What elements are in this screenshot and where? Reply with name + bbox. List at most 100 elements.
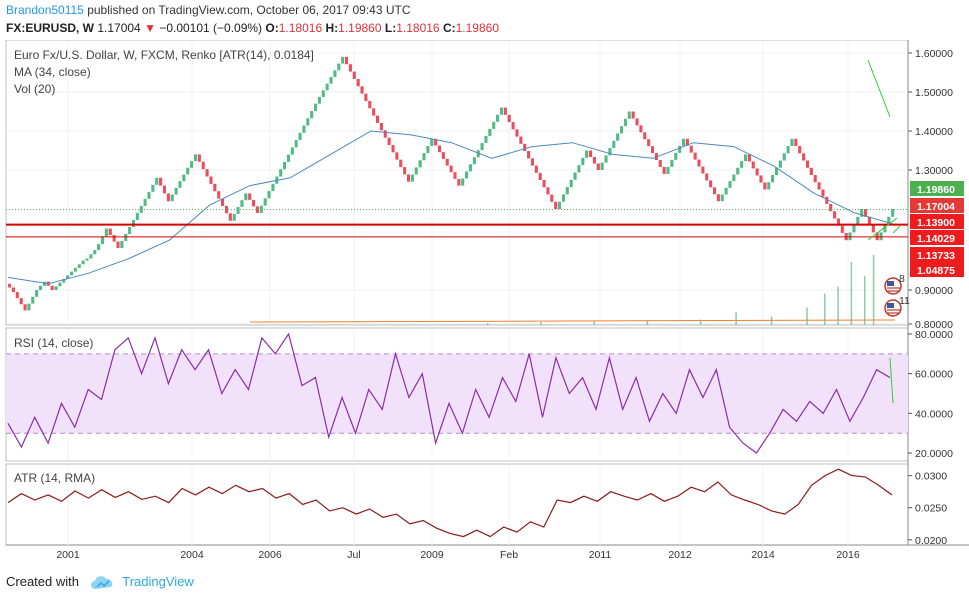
low-label: L: bbox=[384, 21, 397, 35]
renko-brick bbox=[232, 213, 236, 221]
renko-brick bbox=[658, 160, 662, 167]
renko-brick bbox=[569, 179, 573, 188]
renko-brick bbox=[248, 193, 252, 200]
close-value: 1.19860 bbox=[455, 21, 500, 35]
renko-brick bbox=[817, 182, 821, 190]
renko-brick bbox=[767, 182, 771, 190]
renko-brick bbox=[38, 285, 43, 290]
renko-brick bbox=[62, 278, 66, 283]
renko-brick bbox=[279, 169, 283, 177]
renko-brick bbox=[213, 183, 217, 192]
flag-us-icon[interactable]: 8 bbox=[884, 273, 905, 295]
renko-brick bbox=[337, 63, 341, 71]
y-tick-label: 1.60000 bbox=[915, 48, 953, 60]
renko-brick bbox=[693, 152, 697, 160]
renko-brick bbox=[759, 175, 763, 183]
renko-brick bbox=[503, 107, 507, 115]
symbol-name[interactable]: FX:EURUSD, W bbox=[6, 21, 94, 35]
renko-brick bbox=[550, 194, 554, 202]
renko-brick bbox=[178, 181, 182, 188]
volume-bar bbox=[593, 321, 595, 325]
renko-brick bbox=[813, 175, 817, 183]
price-badge-label: 1.19860 bbox=[917, 184, 955, 196]
renko-brick bbox=[66, 275, 70, 279]
renko-brick bbox=[356, 78, 360, 87]
low-value: 1.18016 bbox=[396, 21, 440, 35]
renko-brick bbox=[809, 167, 813, 176]
renko-brick bbox=[530, 158, 535, 166]
trend-line bbox=[892, 225, 901, 234]
renko-brick bbox=[689, 145, 693, 153]
renko-brick bbox=[368, 100, 372, 109]
renko-brick bbox=[162, 185, 167, 194]
author-link[interactable]: Brandon50115 bbox=[6, 3, 84, 17]
rsi-line bbox=[7, 332, 891, 454]
chart-area[interactable]: Euro Fx/U.S. Dollar, W, FXCM, Renko [ATR… bbox=[0, 40, 969, 570]
volume-bar bbox=[824, 293, 826, 325]
renko-brick bbox=[879, 232, 883, 241]
renko-brick bbox=[712, 187, 717, 195]
renko-brick bbox=[379, 122, 383, 131]
green-trend-lines[interactable] bbox=[867, 59, 901, 404]
x-tick-label: Feb bbox=[500, 549, 518, 561]
renko-brick bbox=[135, 212, 139, 220]
renko-brick bbox=[449, 165, 453, 173]
renko-brick bbox=[410, 174, 414, 182]
event-count: 8 bbox=[899, 273, 905, 285]
renko-brick bbox=[112, 235, 116, 242]
renko-brick bbox=[465, 171, 469, 179]
renko-brick bbox=[58, 282, 62, 287]
atr-tick-label: 0.0250 bbox=[915, 503, 947, 515]
renko-brick bbox=[631, 111, 635, 119]
renko-brick bbox=[89, 254, 93, 259]
x-tick-label: 2001 bbox=[56, 549, 80, 561]
price-badge bbox=[910, 262, 964, 277]
renko-brick bbox=[383, 130, 387, 138]
renko-brick bbox=[321, 90, 325, 98]
renko-brick bbox=[310, 110, 314, 119]
atr-line bbox=[7, 468, 893, 538]
volume-bar bbox=[850, 262, 853, 325]
open-value: 1.18016 bbox=[278, 21, 323, 35]
renko-brick bbox=[124, 233, 128, 241]
rsi-tick-label: 40.0000 bbox=[915, 408, 953, 420]
event-markers[interactable]: 8 11 bbox=[884, 273, 910, 317]
x-tick-label: 2016 bbox=[836, 549, 860, 561]
volume-bar bbox=[699, 319, 702, 325]
renko-brick bbox=[54, 286, 58, 290]
renko-brick bbox=[42, 281, 46, 286]
renko-brick bbox=[507, 114, 511, 123]
renko-brick bbox=[217, 191, 221, 199]
renko-brick bbox=[685, 138, 689, 146]
horizontal-lines[interactable] bbox=[6, 223, 908, 238]
volume-bar bbox=[486, 322, 489, 325]
renko-brick bbox=[290, 147, 294, 155]
trend-line bbox=[867, 59, 891, 118]
volume-bars bbox=[249, 255, 896, 325]
tradingview-link[interactable]: TradingView bbox=[122, 574, 194, 589]
renko-brick bbox=[476, 150, 480, 158]
rsi-tick-label: 20.0000 bbox=[915, 448, 953, 460]
renko-brick bbox=[612, 140, 616, 149]
renko-brick bbox=[97, 244, 101, 251]
renko-brick bbox=[50, 285, 54, 290]
renko-brick bbox=[798, 146, 802, 154]
renko-brick bbox=[619, 126, 624, 134]
rsi-tick-label: 80.0000 bbox=[915, 329, 953, 341]
renko-brick bbox=[596, 163, 600, 170]
renko-brick bbox=[108, 228, 112, 235]
renko-brick bbox=[100, 236, 105, 245]
renko-brick bbox=[833, 211, 837, 219]
renko-brick bbox=[283, 161, 287, 170]
rsi-label: RSI (14, close) bbox=[14, 336, 93, 350]
flag-us-icon[interactable]: 11 bbox=[884, 295, 910, 317]
renko-brick bbox=[426, 145, 430, 154]
renko-brick bbox=[205, 169, 209, 177]
renko-brick bbox=[341, 56, 345, 64]
renko-brick bbox=[743, 154, 748, 162]
renko-brick bbox=[670, 159, 674, 167]
renko-brick bbox=[151, 184, 155, 192]
vol-label: Vol (20) bbox=[14, 82, 55, 96]
renko-brick bbox=[457, 178, 461, 186]
renko-brick bbox=[546, 187, 550, 195]
